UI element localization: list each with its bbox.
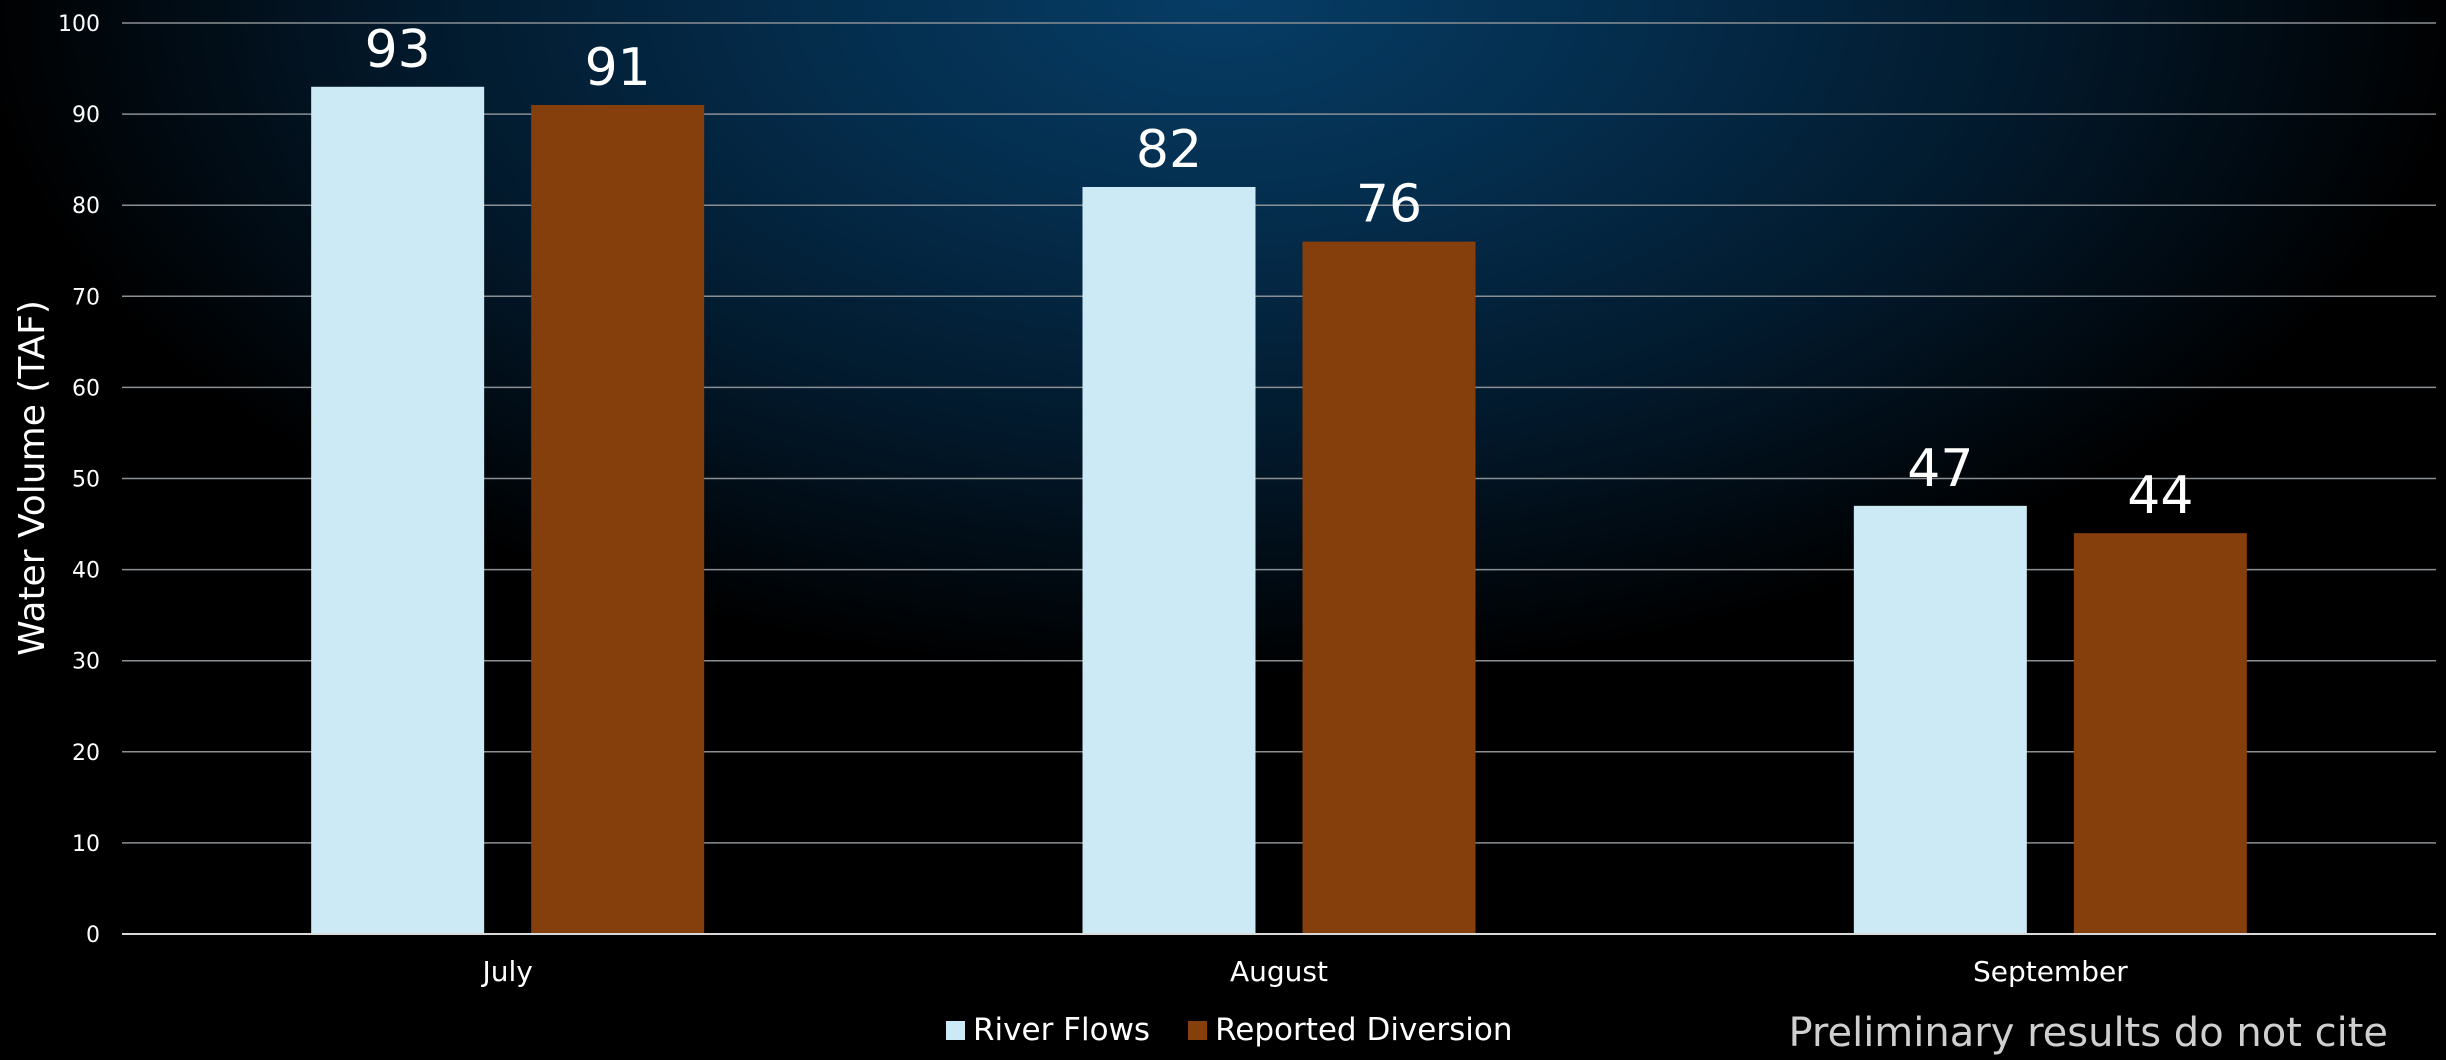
y-tick-label-70: 70 [72, 285, 100, 310]
y-axis-ticks: 0 10 20 30 40 50 60 70 80 90 100 [58, 12, 100, 948]
data-label-reported-diversion-august: 76 [1356, 175, 1422, 235]
bar-river-flows-july [311, 86, 485, 934]
x-category-august: August [1230, 955, 1328, 988]
bar-reported-diversion-august [1302, 241, 1476, 934]
data-label-river-flows-august: 82 [1136, 120, 1202, 180]
y-tick-label-0: 0 [86, 923, 100, 948]
x-axis-categories: July August September [480, 955, 2128, 988]
bars [311, 86, 2247, 935]
y-tick-label-50: 50 [72, 468, 100, 493]
y-tick-label-10: 10 [72, 832, 100, 857]
bar-reported-diversion-september [2073, 533, 2247, 934]
y-tick-label-80: 80 [72, 194, 100, 219]
y-tick-label-40: 40 [72, 559, 100, 584]
bar-reported-diversion-july [531, 104, 705, 935]
legend-item-river-flows: River Flows [946, 1012, 1150, 1048]
gridlines [122, 22, 2436, 844]
y-tick-label-90: 90 [72, 103, 100, 128]
legend-item-reported-diversion: Reported Diversion [1188, 1012, 1513, 1048]
footnote: Preliminary results do not cite [1788, 1010, 2388, 1056]
data-labels: 93 91 82 76 47 44 [365, 20, 2194, 526]
x-category-july: July [480, 955, 532, 988]
legend-swatch-river-flows [946, 1020, 965, 1040]
legend-swatch-reported-diversion [1188, 1020, 1208, 1040]
y-tick-label-60: 60 [72, 376, 100, 401]
bar-river-flows-september [1853, 505, 2027, 934]
y-axis-title: Water Volume (TAF) [12, 300, 53, 656]
legend-label-river-flows: River Flows [973, 1012, 1151, 1048]
data-label-reported-diversion-september: 44 [2127, 466, 2193, 526]
data-label-reported-diversion-july: 91 [585, 38, 651, 98]
y-tick-label-100: 100 [58, 12, 100, 37]
bar-river-flows-august [1082, 186, 1256, 935]
legend-label-reported-diversion: Reported Diversion [1215, 1012, 1513, 1048]
y-tick-label-20: 20 [72, 741, 100, 766]
data-label-river-flows-september: 47 [1907, 439, 1973, 499]
x-category-september: September [1973, 955, 2128, 988]
legend: River Flows Reported Diversion [946, 1012, 1513, 1048]
data-label-river-flows-july: 93 [365, 20, 431, 80]
y-tick-label-30: 30 [72, 650, 100, 675]
